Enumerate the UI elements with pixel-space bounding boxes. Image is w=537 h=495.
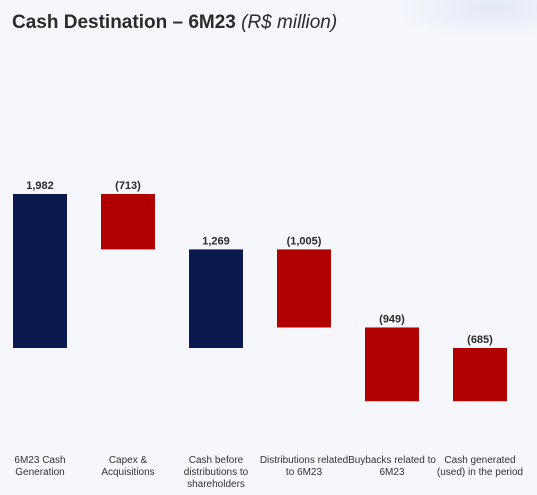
background-decoration — [387, 0, 537, 40]
value-labels-group: 1,982 (713) 1,269 (1,005) (949) (685) — [26, 180, 493, 346]
chart-title: Cash Destination – 6M23 (R$ million) — [12, 12, 337, 34]
bar-2 — [101, 194, 155, 250]
bar-1 — [13, 194, 67, 348]
bar-6 — [453, 348, 507, 402]
category-label-6: Cash generated (used) in the period — [436, 455, 524, 478]
bars-group — [13, 194, 507, 402]
chart-title-unit: (R$ million) — [241, 12, 338, 33]
value-label-4: (1,005) — [287, 235, 322, 247]
value-label-1: 1,982 — [26, 180, 54, 192]
category-label-3: Cash before distributions to shareholder… — [183, 455, 249, 490]
category-label-4: Distributions related to 6M23 — [259, 455, 349, 478]
bar-3 — [189, 249, 243, 348]
category-label-1: 6M23 Cash Generation — [14, 455, 66, 478]
value-label-3: 1,269 — [202, 235, 230, 247]
value-label-6: (685) — [467, 334, 493, 346]
bar-5 — [365, 327, 419, 402]
category-label-2: Capex & Acquisitions — [101, 455, 155, 478]
value-label-2: (713) — [115, 180, 141, 192]
bar-4 — [277, 249, 331, 328]
value-label-5: (949) — [379, 313, 405, 325]
chart-title-main: Cash Destination – 6M23 — [12, 12, 236, 33]
category-label-5: Buybacks related to 6M23 — [348, 455, 436, 478]
